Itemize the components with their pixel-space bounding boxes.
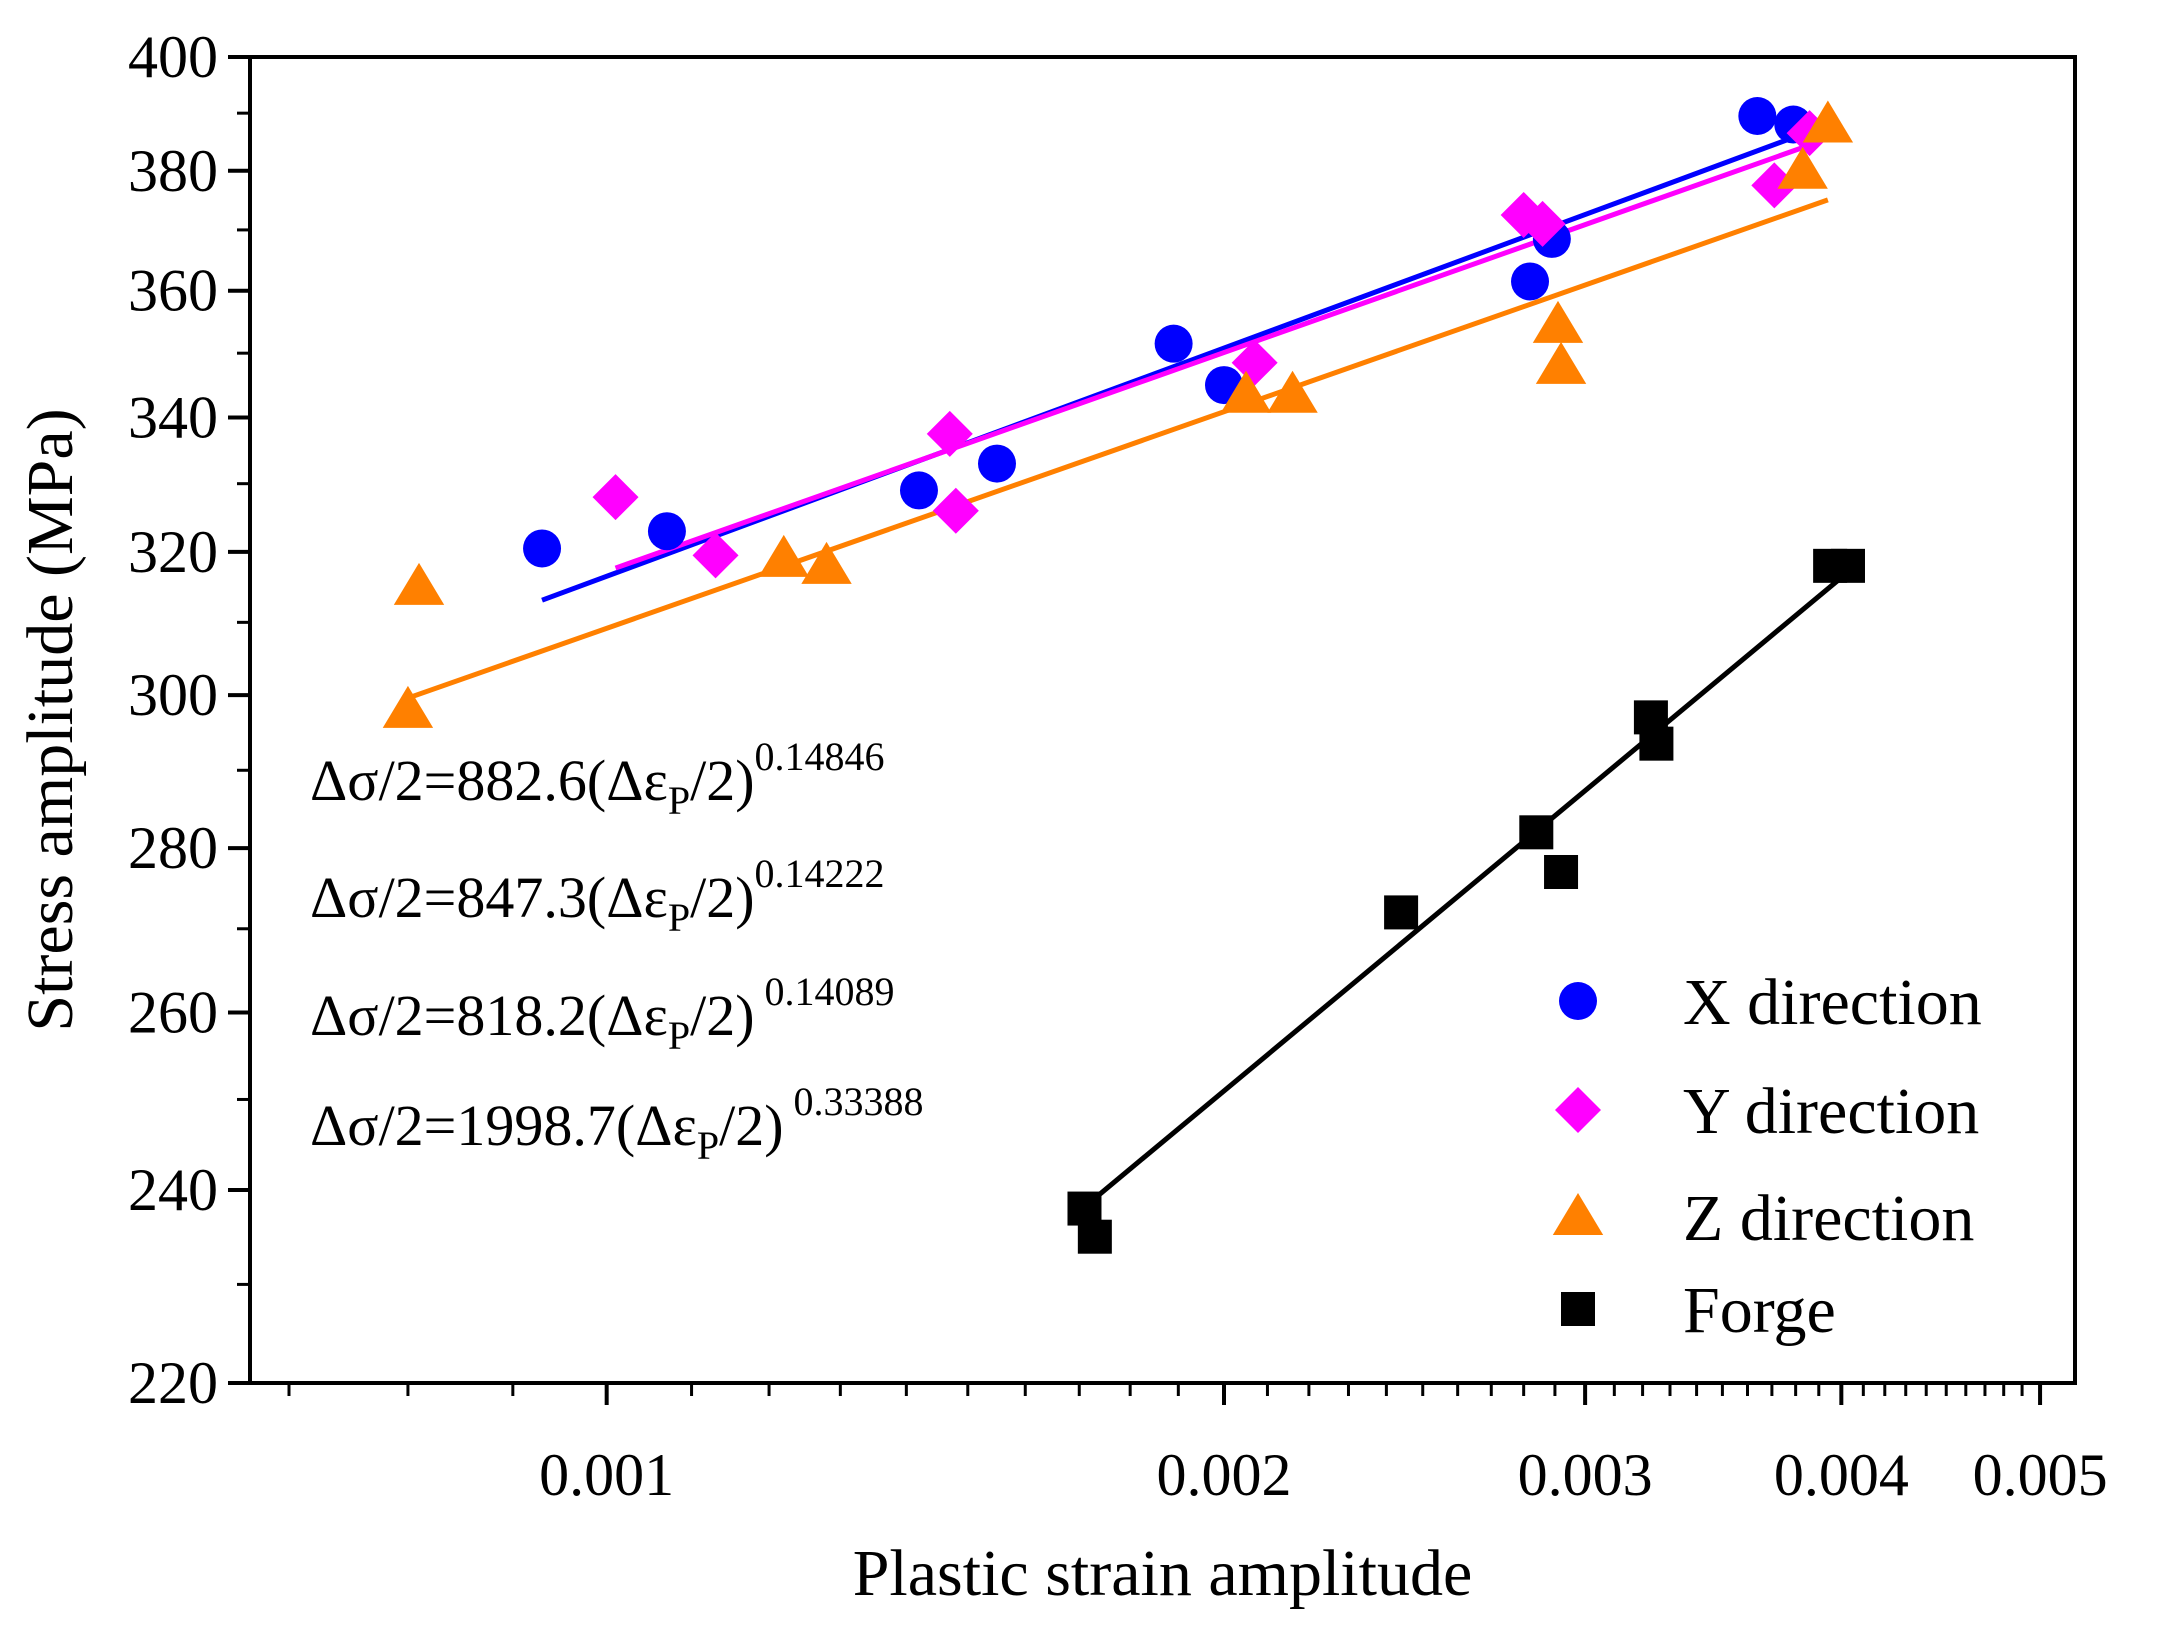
point-z-direction xyxy=(758,534,809,577)
legend-label-forge: Forge xyxy=(1683,1274,1836,1347)
tick-labels: 0.001 0.002 0.003 0.004 0.005 220 240 260 280 300… xyxy=(128,24,2108,1508)
axis-ticks xyxy=(228,55,2043,1405)
y-tick-label: 400 xyxy=(128,24,218,90)
point-z-direction xyxy=(801,541,852,584)
fit-equation: Δσ/2=1998.7(ΔεP/2) 0.33388 xyxy=(310,1079,924,1168)
fit-equation: Δσ/2=818.2(ΔεP/2) 0.14089 xyxy=(310,969,895,1058)
legend-marker-x-direction xyxy=(1559,982,1597,1020)
y-axis-label: Stress amplitude (MPa) xyxy=(14,408,87,1031)
data-markers xyxy=(382,97,1865,1254)
point-x-direction xyxy=(523,529,562,568)
x-tick-label: 0.003 xyxy=(1518,1442,1653,1508)
fit-equation: Δσ/2=882.6(ΔεP/2)0.14846 xyxy=(310,734,885,823)
y-tick-label: 280 xyxy=(128,815,218,881)
fit-equation: Δσ/2=847.3(ΔεP/2)0.14222 xyxy=(310,851,885,940)
point-z-direction xyxy=(1802,100,1854,143)
point-forge xyxy=(1077,1219,1112,1254)
plot-frame xyxy=(248,55,2077,1385)
point-forge xyxy=(1384,895,1419,930)
fit-line-forge xyxy=(1082,575,1843,1209)
x-tick-label: 0.002 xyxy=(1157,1442,1292,1508)
point-forge xyxy=(1639,726,1674,761)
point-y-direction xyxy=(692,532,739,579)
point-z-direction xyxy=(1220,370,1272,413)
point-forge xyxy=(1544,854,1579,889)
point-x-direction xyxy=(647,512,686,551)
point-x-direction xyxy=(1154,324,1193,363)
point-forge xyxy=(1519,815,1554,850)
point-y-direction xyxy=(1519,200,1566,247)
x-axis-label: Plastic strain amplitude xyxy=(853,1537,1473,1610)
point-z-direction xyxy=(382,685,434,728)
point-y-direction xyxy=(592,474,639,521)
point-z-direction xyxy=(1532,300,1584,343)
x-tick-label: 0.001 xyxy=(539,1442,674,1508)
point-z-direction xyxy=(1267,370,1318,413)
y-tick-label: 220 xyxy=(128,1350,218,1416)
y-tick-label: 300 xyxy=(128,662,218,728)
point-y-direction xyxy=(1751,162,1798,209)
legend-label-x-direction: X direction xyxy=(1683,966,1982,1039)
x-tick-label: 0.004 xyxy=(1774,1442,1909,1508)
legend: X direction Y direction Z direction Forge xyxy=(1552,966,1982,1347)
point-y-direction xyxy=(1231,339,1278,386)
y-tick-label: 260 xyxy=(128,979,218,1045)
x-tick-label: 0.005 xyxy=(1973,1442,2108,1508)
y-tick-label: 320 xyxy=(128,519,218,585)
y-tick-label: 360 xyxy=(128,258,218,324)
point-x-direction xyxy=(977,444,1016,483)
point-z-direction xyxy=(393,562,445,605)
point-x-direction xyxy=(1738,97,1777,136)
point-x-direction xyxy=(899,471,938,510)
point-z-direction xyxy=(1777,146,1828,189)
fit-line-y-direction xyxy=(614,139,1820,571)
y-tick-label: 380 xyxy=(128,138,218,204)
legend-marker-z-direction xyxy=(1552,1193,1604,1235)
y-tick-label: 240 xyxy=(128,1157,218,1223)
point-y-direction xyxy=(932,487,979,534)
legend-marker-forge xyxy=(1561,1292,1595,1326)
point-x-direction xyxy=(1511,262,1550,301)
fit-equations: Δσ/2=882.6(ΔεP/2)0.14846 Δσ/2=847.3(ΔεP/2… xyxy=(310,734,924,1168)
point-y-direction xyxy=(926,410,973,457)
point-forge xyxy=(1830,548,1865,583)
fit-lines xyxy=(407,130,1843,1209)
point-z-direction xyxy=(1535,341,1587,384)
legend-label-y-direction: Y direction xyxy=(1683,1075,1979,1148)
legend-label-z-direction: Z direction xyxy=(1683,1182,1974,1255)
legend-marker-y-direction xyxy=(1555,1087,1601,1133)
y-tick-label: 340 xyxy=(128,384,218,450)
fit-line-x-direction xyxy=(541,130,1809,603)
fit-line-z-direction xyxy=(407,197,1829,701)
